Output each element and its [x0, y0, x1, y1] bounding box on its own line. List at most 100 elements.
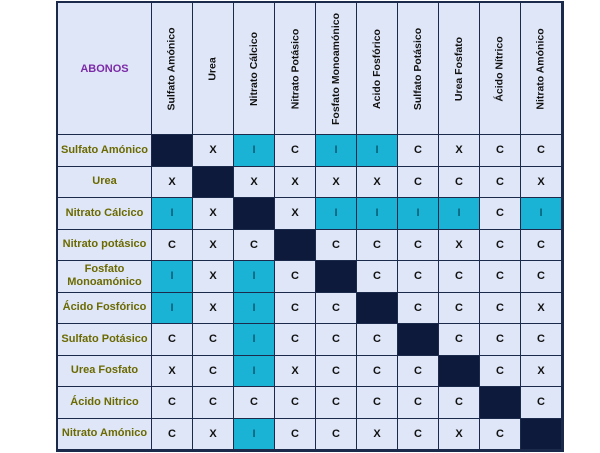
table-cell: X	[193, 135, 234, 167]
table-cell: I	[152, 292, 193, 324]
table-cell: C	[234, 387, 275, 419]
table-cell: X	[193, 418, 234, 450]
column-header-label: Sulfato Potásico	[412, 27, 425, 110]
table-cell: C	[521, 387, 562, 419]
column-header-label: Nitrato Amónico	[535, 27, 547, 110]
table-cell: C	[275, 387, 316, 419]
table-cell: I	[357, 135, 398, 167]
table-cell	[193, 166, 234, 198]
table-cell: C	[357, 387, 398, 419]
table-cell: C	[439, 261, 480, 293]
table-cell: C	[521, 135, 562, 167]
column-header-label: Nitrato Cálcico	[248, 31, 261, 106]
table-cell: X	[521, 292, 562, 324]
table-cell: C	[480, 324, 521, 356]
table-cell: C	[193, 355, 234, 387]
row-header: Ácido Nitrico	[58, 387, 152, 419]
table-cell: C	[398, 261, 439, 293]
table-cell: C	[316, 418, 357, 450]
table-cell: X	[521, 166, 562, 198]
table-cell: I	[316, 198, 357, 230]
table-cell: I	[234, 418, 275, 450]
table-cell: C	[193, 387, 234, 419]
table-cell: X	[439, 418, 480, 450]
table-cell: C	[316, 324, 357, 356]
column-header-label: Urea	[206, 56, 219, 81]
table-cell: X	[152, 166, 193, 198]
table-cell: C	[480, 418, 521, 450]
table-cell: I	[439, 198, 480, 230]
table-cell: I	[521, 198, 562, 230]
column-header: Acido Fosfórico	[357, 3, 398, 135]
table-cell: I	[234, 324, 275, 356]
table-cell: C	[480, 292, 521, 324]
table-cell: C	[439, 166, 480, 198]
table-cell: C	[316, 355, 357, 387]
table-cell: C	[193, 324, 234, 356]
column-header: Nitrato Cálcico	[234, 3, 275, 135]
row-header: Nitrato Amónico	[58, 418, 152, 450]
table-cell: C	[439, 292, 480, 324]
column-header: Sulfato Potásico	[398, 3, 439, 135]
table-cell: I	[234, 292, 275, 324]
table-cell: C	[480, 135, 521, 167]
table-cell: X	[193, 261, 234, 293]
column-header: Fosfato Monoamónico	[316, 3, 357, 135]
table-cell: X	[275, 355, 316, 387]
table-cell: X	[193, 292, 234, 324]
column-header-label: Nitrato Potásico	[289, 28, 302, 109]
column-header-label: Urea Fosfato	[453, 36, 465, 101]
column-header: Sulfato Amónico	[152, 3, 193, 135]
row-header: Ácido Fosfórico	[58, 292, 152, 324]
table-cell: X	[193, 229, 234, 261]
column-header: Nitrato Potásico	[275, 3, 316, 135]
table-cell	[234, 198, 275, 230]
table-cell: I	[398, 198, 439, 230]
column-header: Nitrato Amónico	[521, 3, 562, 135]
column-header: Urea Fosfato	[439, 3, 480, 135]
table-cell: C	[398, 135, 439, 167]
table-cell: I	[234, 261, 275, 293]
table-cell: I	[234, 135, 275, 167]
row-header: Sulfato Potásico	[58, 324, 152, 356]
table-cell: C	[480, 166, 521, 198]
table-cell	[316, 261, 357, 293]
table-cell: C	[480, 198, 521, 230]
row-header: Urea	[58, 166, 152, 198]
table-cell: C	[316, 387, 357, 419]
table-cell: C	[521, 229, 562, 261]
table-cell: C	[398, 229, 439, 261]
column-header-label: Ácido Nítrico	[494, 35, 506, 102]
table-cell: X	[357, 418, 398, 450]
table-cell: C	[480, 355, 521, 387]
table-cell: X	[316, 166, 357, 198]
table-cell: I	[234, 355, 275, 387]
table-cell: X	[234, 166, 275, 198]
table-cell: C	[398, 355, 439, 387]
row-header: Nitrato Cálcico	[58, 198, 152, 230]
table-cell: C	[275, 135, 316, 167]
table-cell: C	[316, 229, 357, 261]
table-cell: C	[357, 324, 398, 356]
column-header: Ácido Nítrico	[480, 3, 521, 135]
table-cell	[357, 292, 398, 324]
table-cell	[398, 324, 439, 356]
table-cell: X	[275, 166, 316, 198]
column-header-label: Fosfato Monoamónico	[330, 12, 342, 125]
table-cell: X	[439, 229, 480, 261]
table-cell: X	[357, 166, 398, 198]
table-cell: C	[398, 292, 439, 324]
table-cell: C	[152, 387, 193, 419]
table-cell: C	[480, 229, 521, 261]
table-cell: C	[521, 261, 562, 293]
table-cell: C	[439, 324, 480, 356]
table-cell: X	[152, 355, 193, 387]
table-cell: C	[275, 324, 316, 356]
table-cell: C	[275, 292, 316, 324]
table-cell: C	[480, 261, 521, 293]
table-cell	[480, 387, 521, 419]
table-cell: C	[439, 387, 480, 419]
table-cell: C	[398, 387, 439, 419]
table-cell: C	[275, 261, 316, 293]
table-cell	[439, 355, 480, 387]
